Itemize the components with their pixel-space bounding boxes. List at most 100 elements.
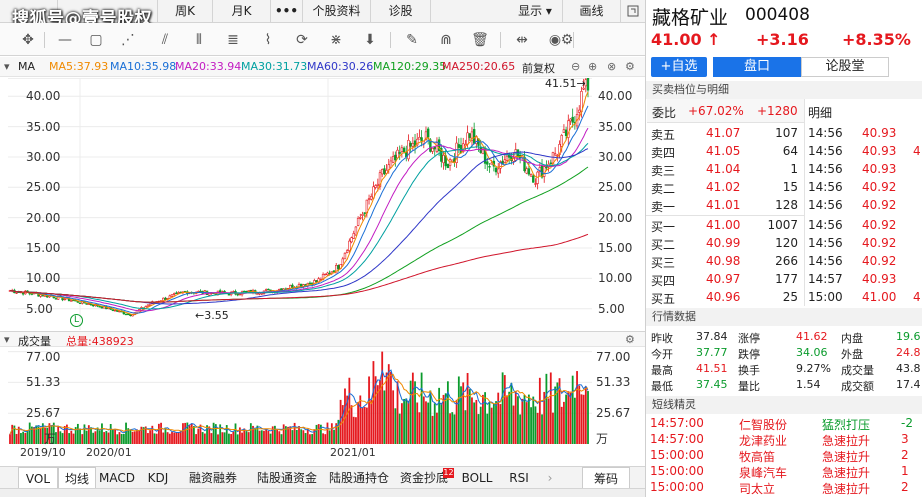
display-dropdown[interactable]: 显示 ▾ xyxy=(508,0,563,23)
bid-row[interactable]: 买五 40.96 25 xyxy=(646,290,804,308)
tick-price: 40.93 xyxy=(862,162,897,176)
tab-hk-holding[interactable]: 陆股通持仓 xyxy=(328,471,389,485)
candle xyxy=(503,159,507,163)
short-line-event: 急速拉升 xyxy=(822,466,871,480)
trash-icon[interactable]: 🗑 xyxy=(471,32,489,48)
tab-lungu[interactable]: 论股堂 xyxy=(801,57,889,77)
candlestick-chart[interactable] xyxy=(8,78,592,330)
fan-tool-icon[interactable]: ⋰ xyxy=(121,32,135,48)
tab-ma[interactable]: 均线 xyxy=(58,467,96,489)
candle xyxy=(54,298,58,300)
candle xyxy=(486,161,489,165)
tab-rsi[interactable]: RSI xyxy=(509,471,529,485)
tick-price: 40.92 xyxy=(862,180,897,194)
tab-bottom-fishing[interactable]: 资金抄底 xyxy=(399,471,448,485)
ask-row[interactable]: 卖三 41.04 1 xyxy=(646,162,804,180)
magnet-icon[interactable]: ⋒ xyxy=(440,32,452,48)
ask-row[interactable]: 卖二 41.02 15 xyxy=(646,180,804,198)
candle xyxy=(514,149,517,161)
vol-collapse-icon[interactable]: ▾ xyxy=(4,333,10,346)
short-line-item[interactable]: 15:00:00 泉峰汽车 急速拉升 1 xyxy=(646,464,922,480)
gear-icon[interactable]: ⚙ xyxy=(560,32,574,48)
crosshair-icon[interactable]: ✥ xyxy=(22,32,34,48)
short-line-time: 15:00:00 xyxy=(650,464,704,478)
tab-profile[interactable]: 个股资料 xyxy=(303,0,371,23)
tab-more[interactable]: ••• xyxy=(271,0,303,23)
l-marker-icon[interactable]: L xyxy=(70,314,83,327)
tab-draw-line[interactable]: 画线 xyxy=(563,0,621,23)
volume-bar xyxy=(549,372,552,444)
bid-row[interactable]: 买一 41.00 1007 xyxy=(646,218,804,236)
volume-bar xyxy=(536,412,539,444)
ask-row[interactable]: 卖四 41.05 64 xyxy=(646,144,804,162)
zoom-in-icon[interactable]: ⊕ xyxy=(588,60,598,73)
bid-row[interactable]: 买三 40.98 266 xyxy=(646,254,804,272)
volume-bar xyxy=(492,403,495,444)
gann-tool-icon[interactable]: ⋇ xyxy=(330,32,342,48)
arrow-down-icon[interactable]: ⬇ xyxy=(364,32,376,48)
volume-bar xyxy=(547,398,550,444)
tick-price: 40.92 xyxy=(862,218,897,232)
volume-bar xyxy=(442,394,445,444)
ma-legend: ▾ MA MA5:37.93 MA10:35.98 MA20:33.94 MA3… xyxy=(0,57,645,77)
zoom-out-icon[interactable]: ⊖ xyxy=(571,60,581,73)
tab-timeshare[interactable] xyxy=(0,0,58,23)
tab-week-k[interactable]: 周K xyxy=(158,0,213,23)
order-price: 40.97 xyxy=(706,272,741,286)
rect-tool-icon[interactable]: ▢ xyxy=(89,32,103,48)
close-icon[interactable]: ⊗ xyxy=(607,60,617,73)
add-watchlist-button[interactable]: +自选 xyxy=(651,57,707,77)
ma-settings-icon[interactable]: ⚙ xyxy=(625,60,635,73)
bid-row[interactable]: 买二 40.99 120 xyxy=(646,236,804,254)
short-line-item[interactable]: 15:00:00 司太立 急速拉升 2 xyxy=(646,480,922,496)
tab-kdj[interactable]: KDJ xyxy=(147,471,169,485)
tab-margin[interactable]: 融资融券 xyxy=(188,471,237,485)
volume-chart[interactable] xyxy=(8,348,592,444)
tab-chips[interactable]: 筹码 xyxy=(582,467,630,489)
volume-bar xyxy=(344,388,346,444)
tab-diagnose[interactable]: 诊股 xyxy=(371,0,431,23)
fib-tool-icon[interactable]: ≣ xyxy=(227,32,239,48)
volume-bar xyxy=(339,399,342,444)
bid-row[interactable]: 买四 40.97 177 xyxy=(646,272,804,290)
fuquan-dropdown[interactable]: 前复权 xyxy=(522,62,555,75)
weibi-label: 委比 xyxy=(652,106,677,120)
orderbook: 卖五 41.07 107 卖四 41.05 64 卖三 41.04 1 卖二 41.02 15 卖一 41… xyxy=(646,124,804,306)
ask-row[interactable]: 卖一 41.01 128 xyxy=(646,198,804,216)
tab-pankou[interactable]: 盘口 xyxy=(713,57,801,77)
tab-vol[interactable]: VOL xyxy=(18,467,58,489)
tab-day-k[interactable] xyxy=(58,0,158,23)
ma-label[interactable]: MA xyxy=(18,60,36,73)
indicator-scroll-icon[interactable]: › xyxy=(547,471,553,485)
channel-tool-icon[interactable]: ⫽ xyxy=(161,32,169,48)
volume-axis-left: 77.00 51.33 25.67 万 xyxy=(0,348,60,446)
volume-bar xyxy=(116,434,119,444)
short-line-event: 急速拉升 xyxy=(822,482,871,496)
pen-icon[interactable]: ✎ xyxy=(406,32,418,48)
eye-icon[interactable]: ◉ xyxy=(548,32,562,48)
volume-bar xyxy=(414,381,416,444)
short-line-item[interactable]: 14:57:00 仁智股份 猛烈打压 -2 xyxy=(646,416,922,432)
ma-collapse-icon[interactable]: ▾ xyxy=(4,60,10,73)
wave-tool-icon[interactable]: ⌇ xyxy=(264,32,272,48)
tick-row: 14:56 40.92 xyxy=(805,198,922,216)
short-line-item[interactable]: 15:00:00 牧高笛 急速拉升 2 xyxy=(646,448,922,464)
volume-bar xyxy=(144,426,147,444)
line-tool-icon[interactable]: — xyxy=(58,32,72,48)
parallel-tool-icon[interactable]: ⦀ xyxy=(195,32,203,48)
tab-hk-flow[interactable]: 陆股通资金 xyxy=(256,471,317,485)
tab-boll[interactable]: BOLL xyxy=(461,471,493,485)
vol-settings-icon[interactable]: ⚙ xyxy=(625,333,635,346)
cycle-tool-icon[interactable]: ⟳ xyxy=(296,32,308,48)
tab-macd[interactable]: MACD xyxy=(99,471,135,485)
candle xyxy=(363,212,366,214)
ask-row[interactable]: 卖五 41.07 107 xyxy=(646,126,804,144)
tab-month-k[interactable]: 月K xyxy=(213,0,271,23)
volume-bar xyxy=(341,405,344,444)
hide-icon[interactable]: ⇹ xyxy=(516,32,528,48)
volume-bar xyxy=(74,427,77,444)
order-level-label: 买四 xyxy=(651,274,676,288)
candle xyxy=(247,290,250,292)
expand-icon[interactable] xyxy=(621,0,645,23)
short-line-item[interactable]: 14:57:00 龙津药业 急速拉升 3 xyxy=(646,432,922,448)
